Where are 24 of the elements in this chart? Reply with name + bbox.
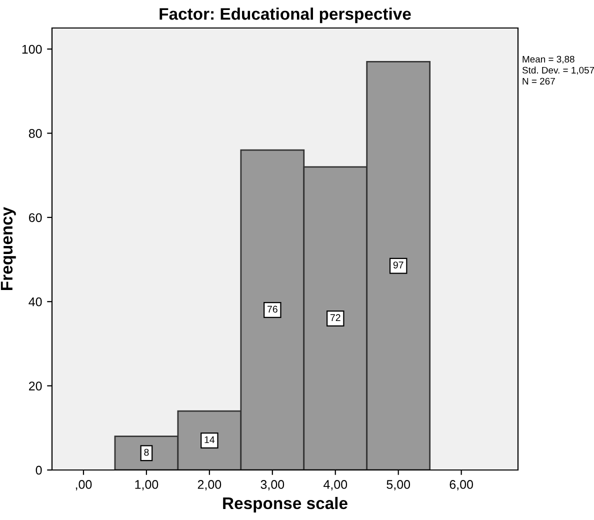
- y-tick-label: 80: [28, 129, 42, 138]
- y-tick-label: 60: [29, 213, 42, 222]
- x-tick-label: ,00: [76, 480, 92, 490]
- data-label: 72: [330, 314, 340, 321]
- chart-title: Factor: Educational perspective: [160, 8, 411, 24]
- data-label: 14: [204, 436, 215, 444]
- y-tick-label: 20: [29, 382, 42, 390]
- x-axis-title: Response scale: [223, 496, 348, 512]
- data-label: 76: [267, 306, 278, 313]
- text: Std. Dev. = 1,057: [522, 66, 594, 75]
- y-tick-label: 100: [22, 44, 42, 54]
- data-label: 8: [144, 448, 149, 456]
- text: N = 267: [522, 78, 555, 85]
- y-tick-label: 40: [28, 297, 42, 306]
- x-tick-label: 3,00: [260, 480, 284, 490]
- y-tick-label: 0: [36, 466, 42, 475]
- data-label: 97: [393, 262, 404, 268]
- x-tick-label: 6,00: [450, 480, 473, 490]
- text: Mean = 3,88: [522, 56, 574, 64]
- x-tick-label: 4,00: [324, 480, 348, 490]
- y-axis-title: Frequency: [0, 206, 16, 290]
- x-tick-label: 5,00: [386, 480, 410, 490]
- x-tick-label: 1,00: [135, 480, 158, 490]
- x-tick-label: 2,00: [198, 480, 222, 490]
